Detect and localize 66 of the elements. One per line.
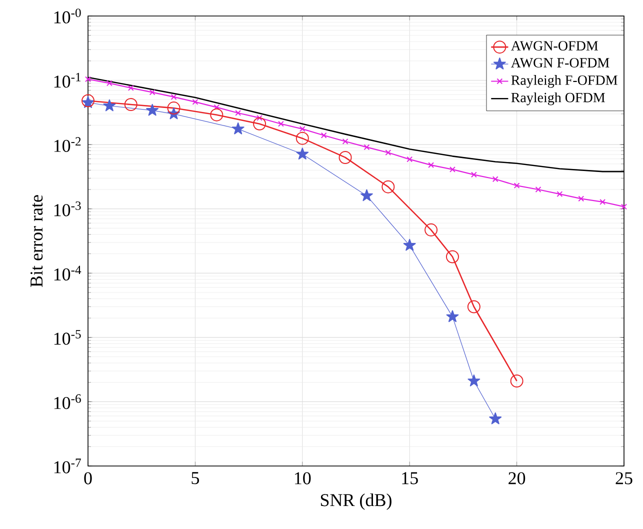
point [210,108,224,122]
point [253,117,266,130]
point [403,238,416,251]
point [128,84,134,91]
point [470,172,477,178]
point [468,374,480,386]
point [364,144,370,150]
y-tick-label: 10$^{-2}$ [54,137,81,152]
y-tick-label: 10$^{-7}$ [54,458,81,474]
point [296,132,309,145]
point [232,122,244,134]
y-axis-title: Bit error rate [30,195,43,287]
point [514,182,520,189]
point [600,198,606,205]
point [424,223,438,236]
point [621,204,627,210]
point [489,412,502,424]
point [428,162,434,168]
x-tick-label: 10 [294,472,311,484]
point [85,76,91,82]
point [103,99,116,112]
point [382,180,395,194]
x-tick-label: 20 [508,472,526,484]
point [167,102,180,115]
x-axis-title: SNR (dB) [320,494,392,510]
point [106,80,112,86]
point [360,189,373,202]
point [556,191,563,198]
point [467,300,480,314]
x-tick-label: 5 [192,472,199,484]
y-tick-label: 10$^{-1}$ [54,72,81,88]
point [446,310,459,322]
point [492,176,498,182]
point [256,114,262,121]
legend-label: AWGN F-OFDM [510,58,610,68]
point [299,126,306,132]
point [214,104,220,110]
point [170,94,177,100]
point [342,138,348,144]
x-tick-label: 15 [402,472,418,484]
y-tick-label: 10$^{-6}$ [54,394,81,410]
legend-label: Rayleigh F-OFDM [511,75,618,88]
x-tick-label: 25 [616,472,632,484]
point [578,196,584,202]
point [320,132,327,138]
point [235,110,242,116]
point [192,98,198,105]
point [385,150,392,156]
point [406,156,413,162]
point [535,186,542,192]
point [146,104,159,116]
y-tick-label: 10$^{-0}$ [54,8,81,24]
legend-label: Rayleigh OFDM [511,92,605,106]
y-tick-label: 10$^{-3}$ [54,201,81,216]
point [446,250,459,264]
point [278,120,284,127]
point [124,98,138,112]
legend-label: AWGN-OFDM [510,41,598,51]
x-tick-label: 0 [84,472,92,484]
y-tick-label: 10$^{-5}$ [54,330,81,345]
point [149,89,156,96]
point [450,166,456,172]
y-tick-label: 10$^{-4}$ [54,266,82,281]
point [296,148,309,160]
point [510,374,524,388]
point [338,150,352,164]
